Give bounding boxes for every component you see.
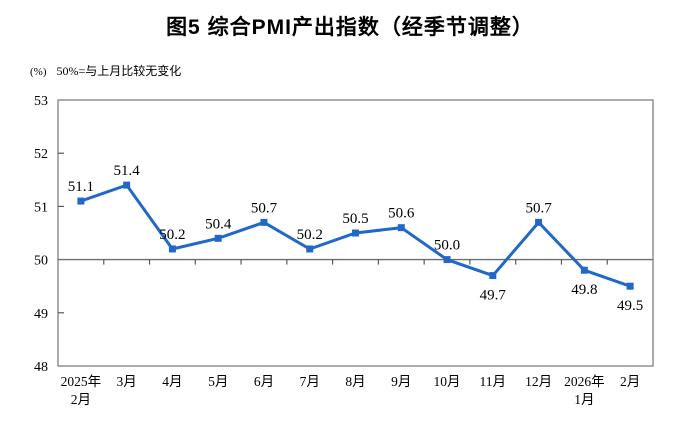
data-point-label: 50.7 <box>251 200 278 216</box>
data-point-label: 51.1 <box>68 179 94 195</box>
x-axis-label: 4月 <box>162 374 182 389</box>
data-point-label: 50.0 <box>434 238 460 254</box>
data-point-marker <box>535 218 543 226</box>
y-axis-label: 50 <box>34 254 48 269</box>
data-point-label: 50.4 <box>205 216 232 232</box>
data-point-marker <box>123 181 131 189</box>
y-axis-label: 52 <box>34 147 48 162</box>
x-axis-label: 1月 <box>574 392 594 407</box>
data-point-label: 50.5 <box>342 211 368 227</box>
data-point-marker <box>397 224 405 232</box>
x-axis-label: 3月 <box>117 374 137 389</box>
x-axis-label: 8月 <box>345 374 365 389</box>
data-point-marker <box>352 229 359 237</box>
unit-label: (%) <box>30 66 47 78</box>
data-point-label: 50.2 <box>297 227 323 243</box>
data-point-label: 49.5 <box>617 298 643 314</box>
data-point-marker <box>443 256 451 264</box>
data-point-label: 50.2 <box>159 227 185 243</box>
y-axis-label: 49 <box>34 307 48 322</box>
data-point-marker <box>214 234 222 242</box>
data-point-label: 50.6 <box>388 206 415 222</box>
data-point-label: 50.7 <box>525 200 552 216</box>
x-axis-label: 12月 <box>525 374 552 389</box>
chart-subtitle: (%) 50%=与上月比较无变化 <box>30 62 181 79</box>
data-point-marker <box>168 245 176 253</box>
data-point-label: 49.8 <box>571 282 597 298</box>
x-axis-label: 6月 <box>254 374 274 389</box>
data-point-marker <box>580 266 588 274</box>
data-point-marker <box>306 245 314 253</box>
y-axis-label: 53 <box>34 94 48 109</box>
data-point-marker <box>260 218 268 226</box>
x-axis-label: 2026年 <box>564 374 605 389</box>
data-point-label: 51.4 <box>114 163 141 179</box>
x-axis-label: 10月 <box>434 374 461 389</box>
data-point-marker <box>77 197 85 205</box>
data-point-marker <box>626 282 634 290</box>
x-axis-label: 7月 <box>300 374 320 389</box>
data-point-label: 49.7 <box>480 288 507 304</box>
note-label: 50%=与上月比较无变化 <box>56 64 182 78</box>
x-axis-label: 5月 <box>208 374 228 389</box>
x-axis-label: 2月 <box>620 374 640 389</box>
x-axis-label: 11月 <box>480 374 507 389</box>
chart-title: 图5 综合PMI产出指数（经季节调整） <box>166 16 534 39</box>
data-point-marker <box>489 272 497 280</box>
y-axis-label: 51 <box>34 200 48 215</box>
y-axis-label: 48 <box>34 360 48 375</box>
x-axis-label: 2月 <box>71 392 91 407</box>
x-axis-label: 2025年 <box>61 374 102 389</box>
x-axis-label: 9月 <box>391 374 411 389</box>
plot-border <box>57 99 654 367</box>
